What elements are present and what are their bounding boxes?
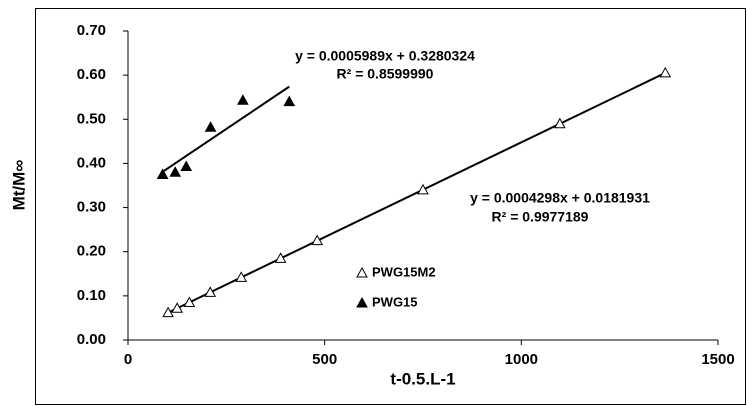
trend-equation: y = 0.0005989x + 0.3280324 (295, 48, 475, 64)
y-tick-label: 0.10 (77, 287, 106, 304)
point (180, 160, 193, 172)
trend-equation: y = 0.0004298x + 0.0181931 (470, 190, 650, 206)
x-tick-label: 0 (124, 351, 132, 368)
point (274, 252, 287, 263)
trendline (162, 85, 290, 173)
trend-equation: R² = 0.9977189 (492, 209, 589, 225)
legend-marker (356, 296, 368, 308)
legend-label: PWG15 (372, 294, 418, 309)
point (204, 121, 217, 132)
y-tick-label: 0.30 (77, 199, 106, 216)
y-tick-label: 0.50 (77, 110, 106, 127)
point (311, 234, 324, 246)
point (283, 95, 296, 107)
legend-marker (356, 266, 368, 278)
point (235, 271, 248, 282)
trendline (167, 72, 666, 314)
point (417, 183, 429, 195)
point (237, 94, 249, 105)
point (156, 168, 169, 179)
y-tick-label: 0.60 (77, 66, 106, 83)
y-tick-label: 0.70 (77, 22, 106, 39)
y-tick-label: 0.20 (77, 243, 106, 260)
x-tick-label: 1500 (701, 351, 734, 368)
x-tick-label: 500 (312, 351, 337, 368)
point (183, 296, 196, 307)
point (204, 286, 217, 297)
y-tick-label: 0.00 (77, 331, 106, 348)
point (554, 117, 566, 129)
y-tick-label: 0.40 (77, 154, 106, 171)
point (659, 66, 672, 78)
chart-frame (35, 8, 746, 405)
x-axis-label: t-0.5.L-1 (390, 369, 455, 388)
legend-label: PWG15M2 (372, 264, 436, 279)
point (171, 302, 184, 313)
y-axis-label: Mt/M∞ (9, 160, 28, 211)
point (162, 306, 174, 318)
trend-equation: R² = 0.8599990 (337, 66, 434, 82)
point (169, 166, 182, 177)
x-tick-label: 1000 (505, 351, 538, 368)
